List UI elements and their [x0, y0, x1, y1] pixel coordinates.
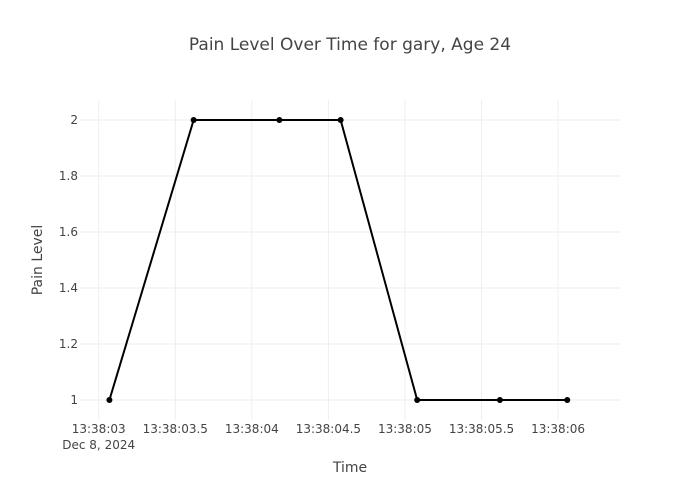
y-axis-title: Pain Level	[30, 225, 46, 296]
x-tick-label: 13:38:05.5	[449, 422, 514, 436]
x-tick-label: 13:38:05	[378, 422, 432, 436]
x-tick-label: 13:38:03	[72, 422, 126, 436]
x-tick-label: 13:38:03.5	[143, 422, 208, 436]
x-date-label: Dec 8, 2024	[62, 438, 135, 452]
y-axis-ticks: 1 1.2 1.4 1.6 1.8 2	[59, 113, 78, 407]
x-tick-label: 13:38:04.5	[296, 422, 361, 436]
data-point[interactable]	[414, 397, 421, 403]
data-point[interactable]	[190, 117, 197, 123]
data-point[interactable]	[564, 397, 571, 403]
chart-title: Pain Level Over Time for gary, Age 24	[189, 35, 511, 55]
y-tick-label: 1.8	[59, 169, 78, 183]
x-axis-ticks: 13:38:03 Dec 8, 2024 13:38:03.5 13:38:04 13:…	[62, 422, 585, 452]
y-tick-label: 1.4	[59, 281, 78, 295]
series-line	[108, 119, 568, 401]
y-tick-label: 1.2	[59, 337, 78, 351]
series-layer	[106, 117, 571, 403]
data-point[interactable]	[337, 117, 344, 123]
data-point[interactable]	[276, 117, 283, 123]
y-tick-label: 1.6	[59, 225, 78, 239]
x-tick-label: 13:38:06	[531, 422, 585, 436]
grid-layer	[80, 100, 620, 420]
y-tick-label: 1	[70, 393, 78, 407]
data-point[interactable]	[106, 397, 113, 403]
x-tick-label: 13:38:04	[225, 422, 279, 436]
data-point[interactable]	[496, 397, 503, 403]
y-tick-label: 2	[70, 113, 78, 127]
x-axis-title: Time	[332, 460, 367, 476]
